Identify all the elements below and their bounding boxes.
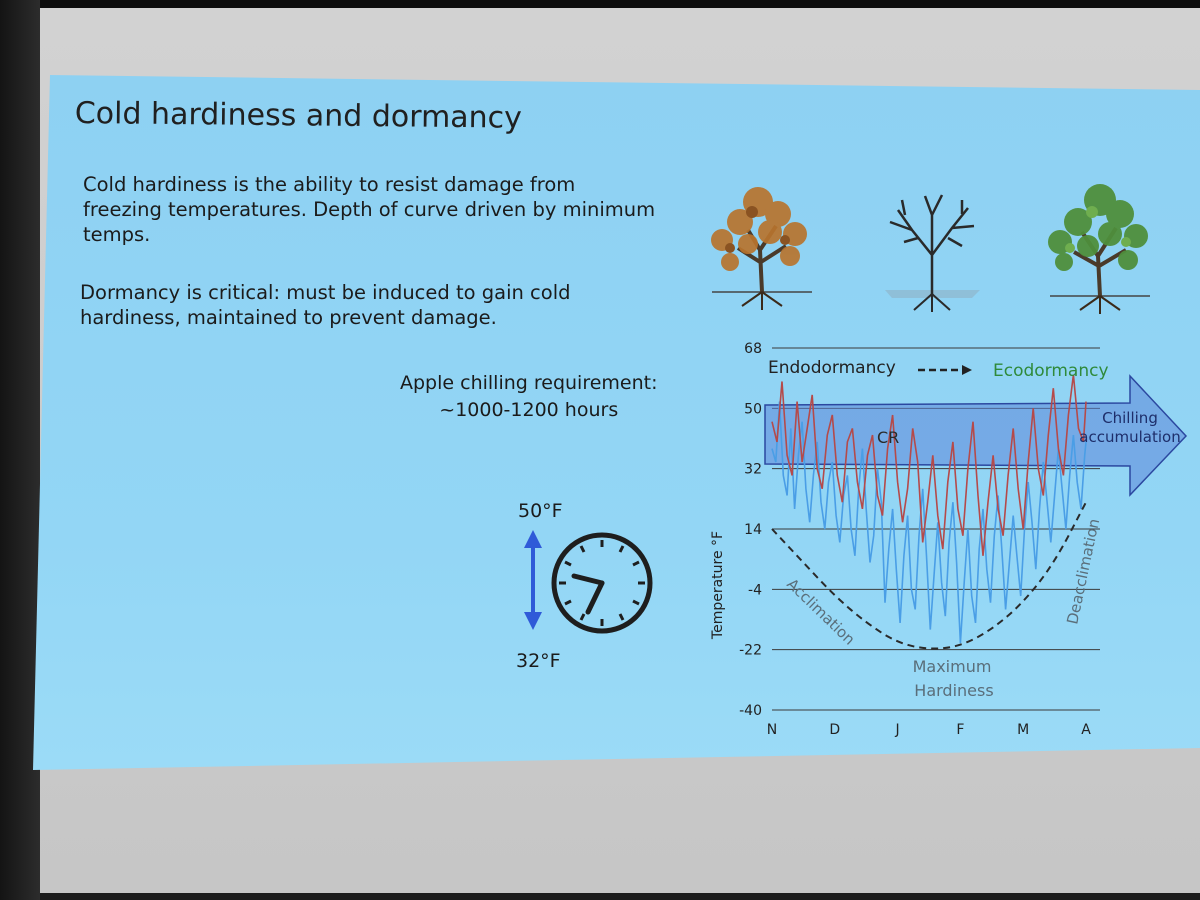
chilling-accumulation-arrow	[764, 374, 1188, 497]
endodormancy-label: Endodormancy	[768, 358, 896, 378]
chilling-label: Chilling	[1102, 409, 1158, 427]
y-tick-label: 32	[744, 462, 762, 478]
cr-label: CR	[877, 428, 899, 447]
chilling-requirement-line: Apple chilling requirement:	[400, 372, 658, 394]
x-tick-label: D	[829, 722, 840, 738]
y-axis-ticks: 68 50 32 14 -4 -22 -40	[739, 341, 762, 719]
y-tick-label: 14	[744, 522, 762, 538]
hardiness-label: Hardiness	[914, 681, 993, 700]
range-high-label: 50°F	[518, 500, 563, 522]
double-arrow-icon	[524, 530, 542, 630]
y-tick-label: -4	[748, 582, 762, 598]
room-wall	[0, 0, 40, 900]
x-tick-label: J	[895, 722, 900, 738]
dormancy-paragraph: Dormancy is critical: must be induced to…	[80, 280, 571, 330]
maximum-label: Maximum	[913, 657, 992, 676]
paragraph-line: Dormancy is critical: must be induced to…	[80, 281, 571, 304]
accumulation-label: accumulation	[1079, 428, 1180, 446]
x-tick-label: A	[1081, 722, 1091, 738]
range-low-label: 32°F	[516, 650, 561, 672]
deacclimation-label: Deacclimation	[1063, 517, 1103, 626]
chart-grid	[772, 347, 1100, 711]
ecodormancy-label: Ecodormancy	[993, 361, 1109, 381]
chilling-requirement: Apple chilling requirement: ~1000-1200 h…	[400, 370, 658, 424]
y-tick-label: 50	[744, 401, 762, 417]
hardiness-chart: 68 50 32 14 -4 -22 -40 N D J F M A Endodormancy Eco…	[710, 341, 1188, 738]
blue-temperature-trace	[771, 401, 1087, 644]
paragraph-line: temps.	[83, 223, 151, 246]
x-tick-label: N	[767, 722, 777, 738]
paragraph-line: hardiness, maintained to prevent damage.	[80, 306, 497, 329]
x-tick-label: M	[1017, 722, 1029, 738]
leafy-tree-icon	[1048, 184, 1150, 314]
hardiness-curve	[771, 501, 1087, 650]
y-tick-label: -40	[739, 703, 762, 719]
y-tick-label: -22	[739, 643, 762, 659]
acclimation-label: Acclimation	[783, 575, 858, 649]
y-tick-label: 68	[744, 341, 762, 357]
cold-hardiness-paragraph: Cold hardiness is the ability to resist …	[83, 172, 655, 247]
dashed-arrow-icon	[918, 365, 972, 375]
y-axis-label: Temperature °F	[710, 531, 726, 640]
paragraph-line: freezing temperatures. Depth of curve dr…	[83, 198, 656, 221]
chilling-requirement-line: ~1000-1200 hours	[439, 399, 619, 421]
red-temperature-trace	[771, 374, 1087, 556]
clock-icon	[551, 532, 653, 634]
paragraph-line: Cold hardiness is the ability to resist …	[83, 173, 576, 196]
x-tick-label: F	[956, 722, 964, 738]
bare-tree-icon	[885, 194, 980, 312]
autumn-tree-icon	[711, 187, 812, 310]
